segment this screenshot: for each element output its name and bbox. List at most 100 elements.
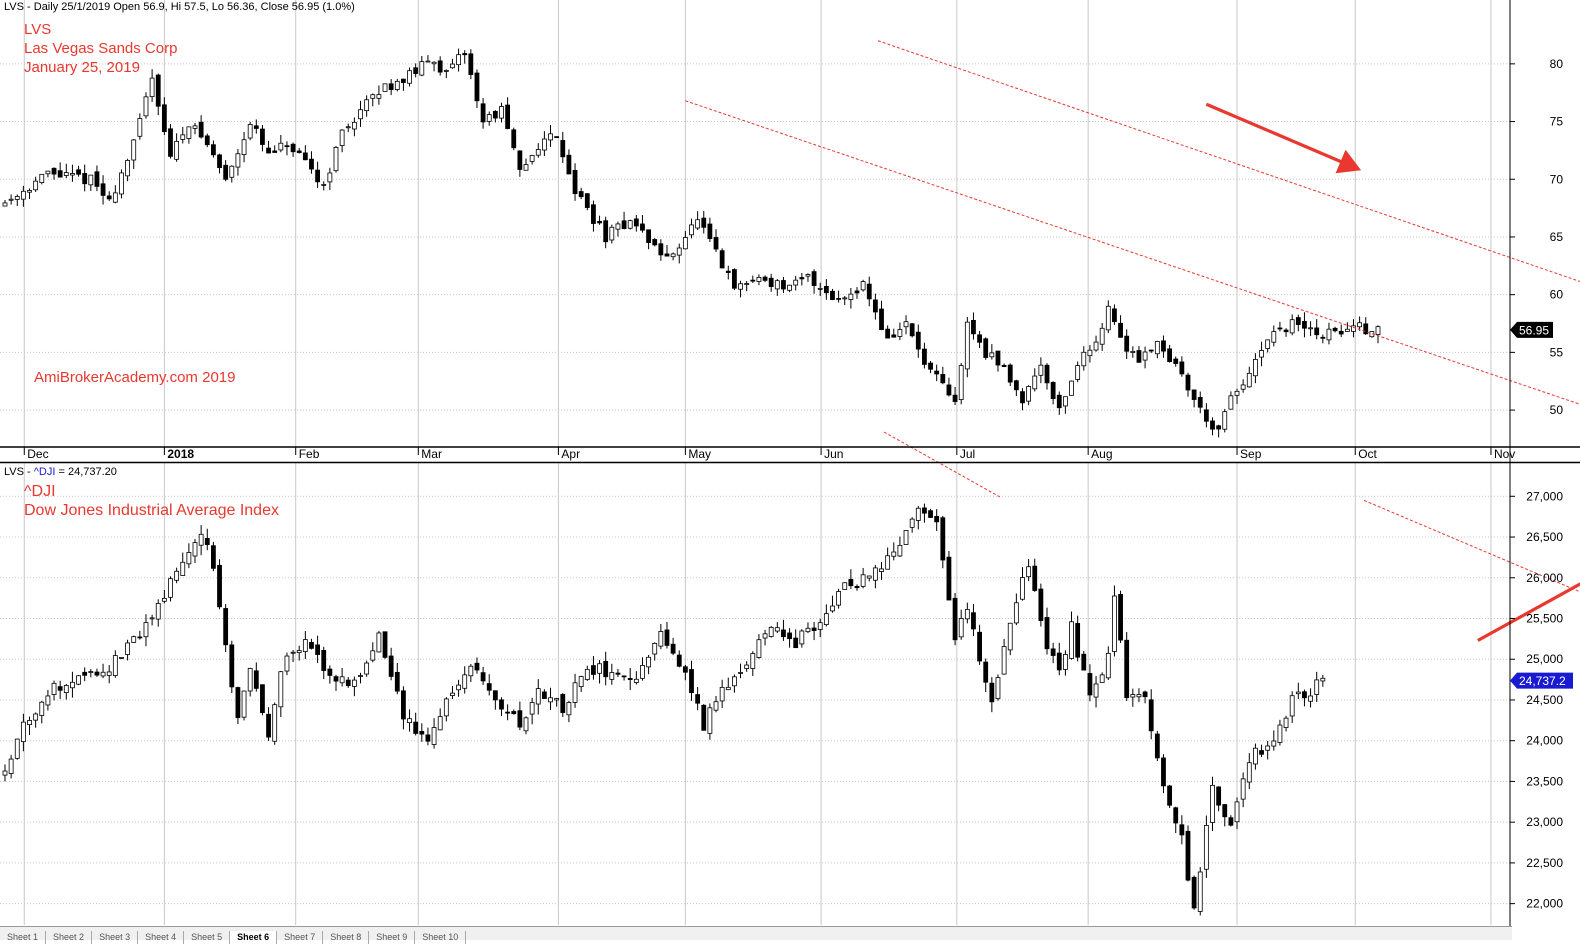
lvs-candle xyxy=(1087,349,1093,357)
lvs-title-symbol: LVS xyxy=(24,21,52,38)
dji-candle xyxy=(1179,824,1185,836)
dji-ytick-label: 22,500 xyxy=(1526,856,1563,870)
lvs-candle xyxy=(57,170,63,178)
dji-candle xyxy=(1234,801,1240,823)
dji-candle xyxy=(333,676,339,682)
lvs-candle xyxy=(652,239,658,246)
dji-candle xyxy=(885,555,891,570)
lvs-candle xyxy=(1222,411,1228,430)
x-tick-label: Apr xyxy=(561,447,580,461)
lvs-candle xyxy=(1105,305,1111,331)
lvs-candle xyxy=(235,153,241,168)
dji-ytick-label: 26,500 xyxy=(1526,530,1563,544)
dji-candle xyxy=(45,695,51,706)
dji-candle xyxy=(241,690,247,718)
sheet-tab[interactable]: Sheet 8 xyxy=(323,931,370,944)
lvs-candle xyxy=(511,129,517,149)
sheet-tab[interactable]: Sheet 2 xyxy=(46,931,93,944)
lvs-candle xyxy=(278,142,284,151)
dji-candle xyxy=(928,510,933,518)
dji-candle xyxy=(278,671,284,708)
lvs-candle xyxy=(909,323,915,337)
dji-header-suffix: = 24,737.20 xyxy=(55,466,117,478)
x-tick-label: Mar xyxy=(421,447,442,461)
dji-ytick-label: 24,500 xyxy=(1526,693,1563,707)
dji-candle xyxy=(566,702,572,716)
lvs-candle xyxy=(854,290,860,294)
dji-candles xyxy=(2,503,1326,916)
lvs-candle xyxy=(217,154,222,169)
lvs-candle xyxy=(413,67,419,74)
lvs-candle xyxy=(1026,386,1032,402)
dji-candle xyxy=(143,622,149,638)
dji-candle xyxy=(922,507,927,514)
sheet-tab[interactable]: Sheet 10 xyxy=(415,931,467,944)
dji-candle xyxy=(235,687,241,719)
lvs-candle xyxy=(817,287,823,290)
dji-candle xyxy=(915,507,921,521)
sheet-tab[interactable]: Sheet 3 xyxy=(92,931,139,944)
dji-candle xyxy=(462,674,468,689)
dji-candle xyxy=(229,644,235,688)
lvs-channel-lower xyxy=(685,100,1580,405)
dji-candle xyxy=(738,672,743,674)
sheet-tab[interactable]: Sheet 6 xyxy=(230,931,278,944)
lvs-candle xyxy=(781,280,786,290)
dji-candle xyxy=(1240,778,1246,800)
lvs-candle xyxy=(370,94,376,99)
lvs-candle xyxy=(168,128,173,157)
lvs-candle xyxy=(554,136,560,139)
dji-candle xyxy=(1154,733,1160,759)
x-tick-label: Jun xyxy=(824,447,843,461)
lvs-candle xyxy=(787,284,792,291)
lvs-candle xyxy=(351,121,357,130)
dji-candle xyxy=(762,633,768,639)
dji-candle xyxy=(903,530,909,545)
dji-candle xyxy=(382,631,388,658)
dji-candle xyxy=(1253,747,1258,765)
lvs-candle xyxy=(1185,374,1191,391)
lvs-candle xyxy=(39,173,45,183)
sheet-tab[interactable]: Sheet 9 xyxy=(369,931,416,944)
lvs-candle xyxy=(1020,391,1025,404)
lvs-candle xyxy=(738,283,743,290)
lvs-candle xyxy=(125,160,130,177)
lvs-candle xyxy=(51,167,57,175)
lvs-candle xyxy=(431,61,437,65)
dji-candle xyxy=(443,698,449,717)
dji-candle xyxy=(897,544,903,557)
lvs-candle xyxy=(302,152,308,161)
lvs-candle xyxy=(940,374,946,384)
dji-candle xyxy=(1271,740,1277,747)
dji-candle xyxy=(253,670,259,689)
lvs-candle xyxy=(456,54,461,66)
lvs-candle xyxy=(1357,322,1363,328)
dji-candle xyxy=(799,630,805,645)
dji-candle xyxy=(149,617,155,620)
lvs-candle xyxy=(1240,384,1246,390)
dji-candle xyxy=(1216,786,1222,806)
lvs-candle xyxy=(615,223,621,230)
dji-candle xyxy=(431,727,437,745)
lvs-candle xyxy=(1081,351,1087,367)
lvs-candle xyxy=(897,329,903,337)
dji-candle xyxy=(1210,784,1215,823)
lvs-title: LVS Las Vegas Sands Corp January 25, 201… xyxy=(24,20,177,77)
dji-candle xyxy=(1130,694,1136,698)
lvs-candle xyxy=(20,190,26,200)
lvs-candle xyxy=(774,280,780,290)
sheet-tab[interactable]: Sheet 5 xyxy=(184,931,231,944)
dji-candle xyxy=(1283,717,1289,728)
lvs-candle xyxy=(983,338,989,358)
sheet-tab[interactable]: Sheet 7 xyxy=(277,931,324,944)
lvs-candle xyxy=(713,237,719,250)
sheet-tab[interactable]: Sheet 4 xyxy=(138,931,185,944)
lvs-candle xyxy=(119,172,124,195)
x-tick-label: May xyxy=(688,447,711,461)
dji-candle xyxy=(407,718,412,724)
dji-candle xyxy=(633,678,639,683)
sheet-tab[interactable]: Sheet 1 xyxy=(0,931,47,944)
dji-candle xyxy=(296,650,302,653)
dji-candle xyxy=(652,643,658,655)
lvs-candle xyxy=(70,173,75,176)
